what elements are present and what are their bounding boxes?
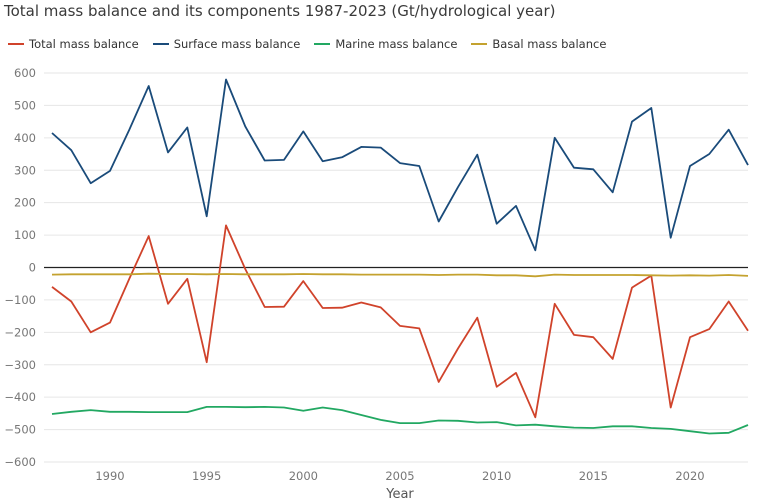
y-tick-label: −200 xyxy=(4,325,36,339)
y-tick-label: −400 xyxy=(4,390,36,404)
x-tick-label: 2020 xyxy=(675,469,704,483)
x-tick-label: 1995 xyxy=(192,469,221,483)
y-tick-label: −500 xyxy=(4,423,36,437)
x-axis-label: Year xyxy=(385,487,414,501)
x-tick-label: 2005 xyxy=(385,469,414,483)
x-tick-label: 2015 xyxy=(579,469,608,483)
y-tick-label: 400 xyxy=(14,131,36,145)
legend: Total mass balance Surface mass balance … xyxy=(8,37,620,51)
legend-item-total[interactable]: Total mass balance xyxy=(8,37,139,51)
series-line-basal-mass-balance[interactable] xyxy=(51,272,749,278)
series-lines xyxy=(51,78,749,435)
x-axis-ticks: 1990 1995 2000 2005 2010 2015 2020 xyxy=(95,469,704,483)
legend-swatch-marine xyxy=(314,43,331,45)
y-tick-label: 100 xyxy=(14,228,36,242)
y-tick-label: 0 xyxy=(29,261,36,275)
y-axis-ticks: −600 −500 −400 −300 −200 −100 0 100 200 300 400 500… xyxy=(4,66,36,469)
legend-item-marine[interactable]: Marine mass balance xyxy=(314,37,457,51)
legend-item-basal[interactable]: Basal mass balance xyxy=(471,37,606,51)
series-line-marine-mass-balance[interactable] xyxy=(51,405,749,435)
y-tick-label: 200 xyxy=(14,196,36,210)
legend-label-surface: Surface mass balance xyxy=(173,37,301,51)
legend-label-basal: Basal mass balance xyxy=(492,37,607,51)
gridlines xyxy=(44,72,748,463)
y-tick-label: −600 xyxy=(4,455,36,469)
y-tick-label: −300 xyxy=(4,358,36,372)
y-tick-label: 500 xyxy=(14,98,36,112)
y-tick-label: −100 xyxy=(4,293,36,307)
legend-label-total: Total mass balance xyxy=(29,37,139,51)
chart-title: Total mass balance and its components 19… xyxy=(4,2,556,20)
y-tick-label: 600 xyxy=(14,66,36,80)
series-line-surface-mass-balance[interactable] xyxy=(51,78,749,252)
x-tick-label: 2010 xyxy=(482,469,511,483)
legend-swatch-surface xyxy=(152,43,169,45)
legend-label-marine: Marine mass balance xyxy=(335,37,458,51)
series-line-total-mass-balance[interactable] xyxy=(51,224,749,419)
legend-item-surface[interactable]: Surface mass balance xyxy=(152,37,301,51)
x-tick-label: 2000 xyxy=(289,469,318,483)
x-tick-label: 1990 xyxy=(95,469,124,483)
legend-swatch-basal xyxy=(471,43,488,45)
legend-swatch-total xyxy=(8,43,24,45)
y-tick-label: 300 xyxy=(14,163,36,177)
